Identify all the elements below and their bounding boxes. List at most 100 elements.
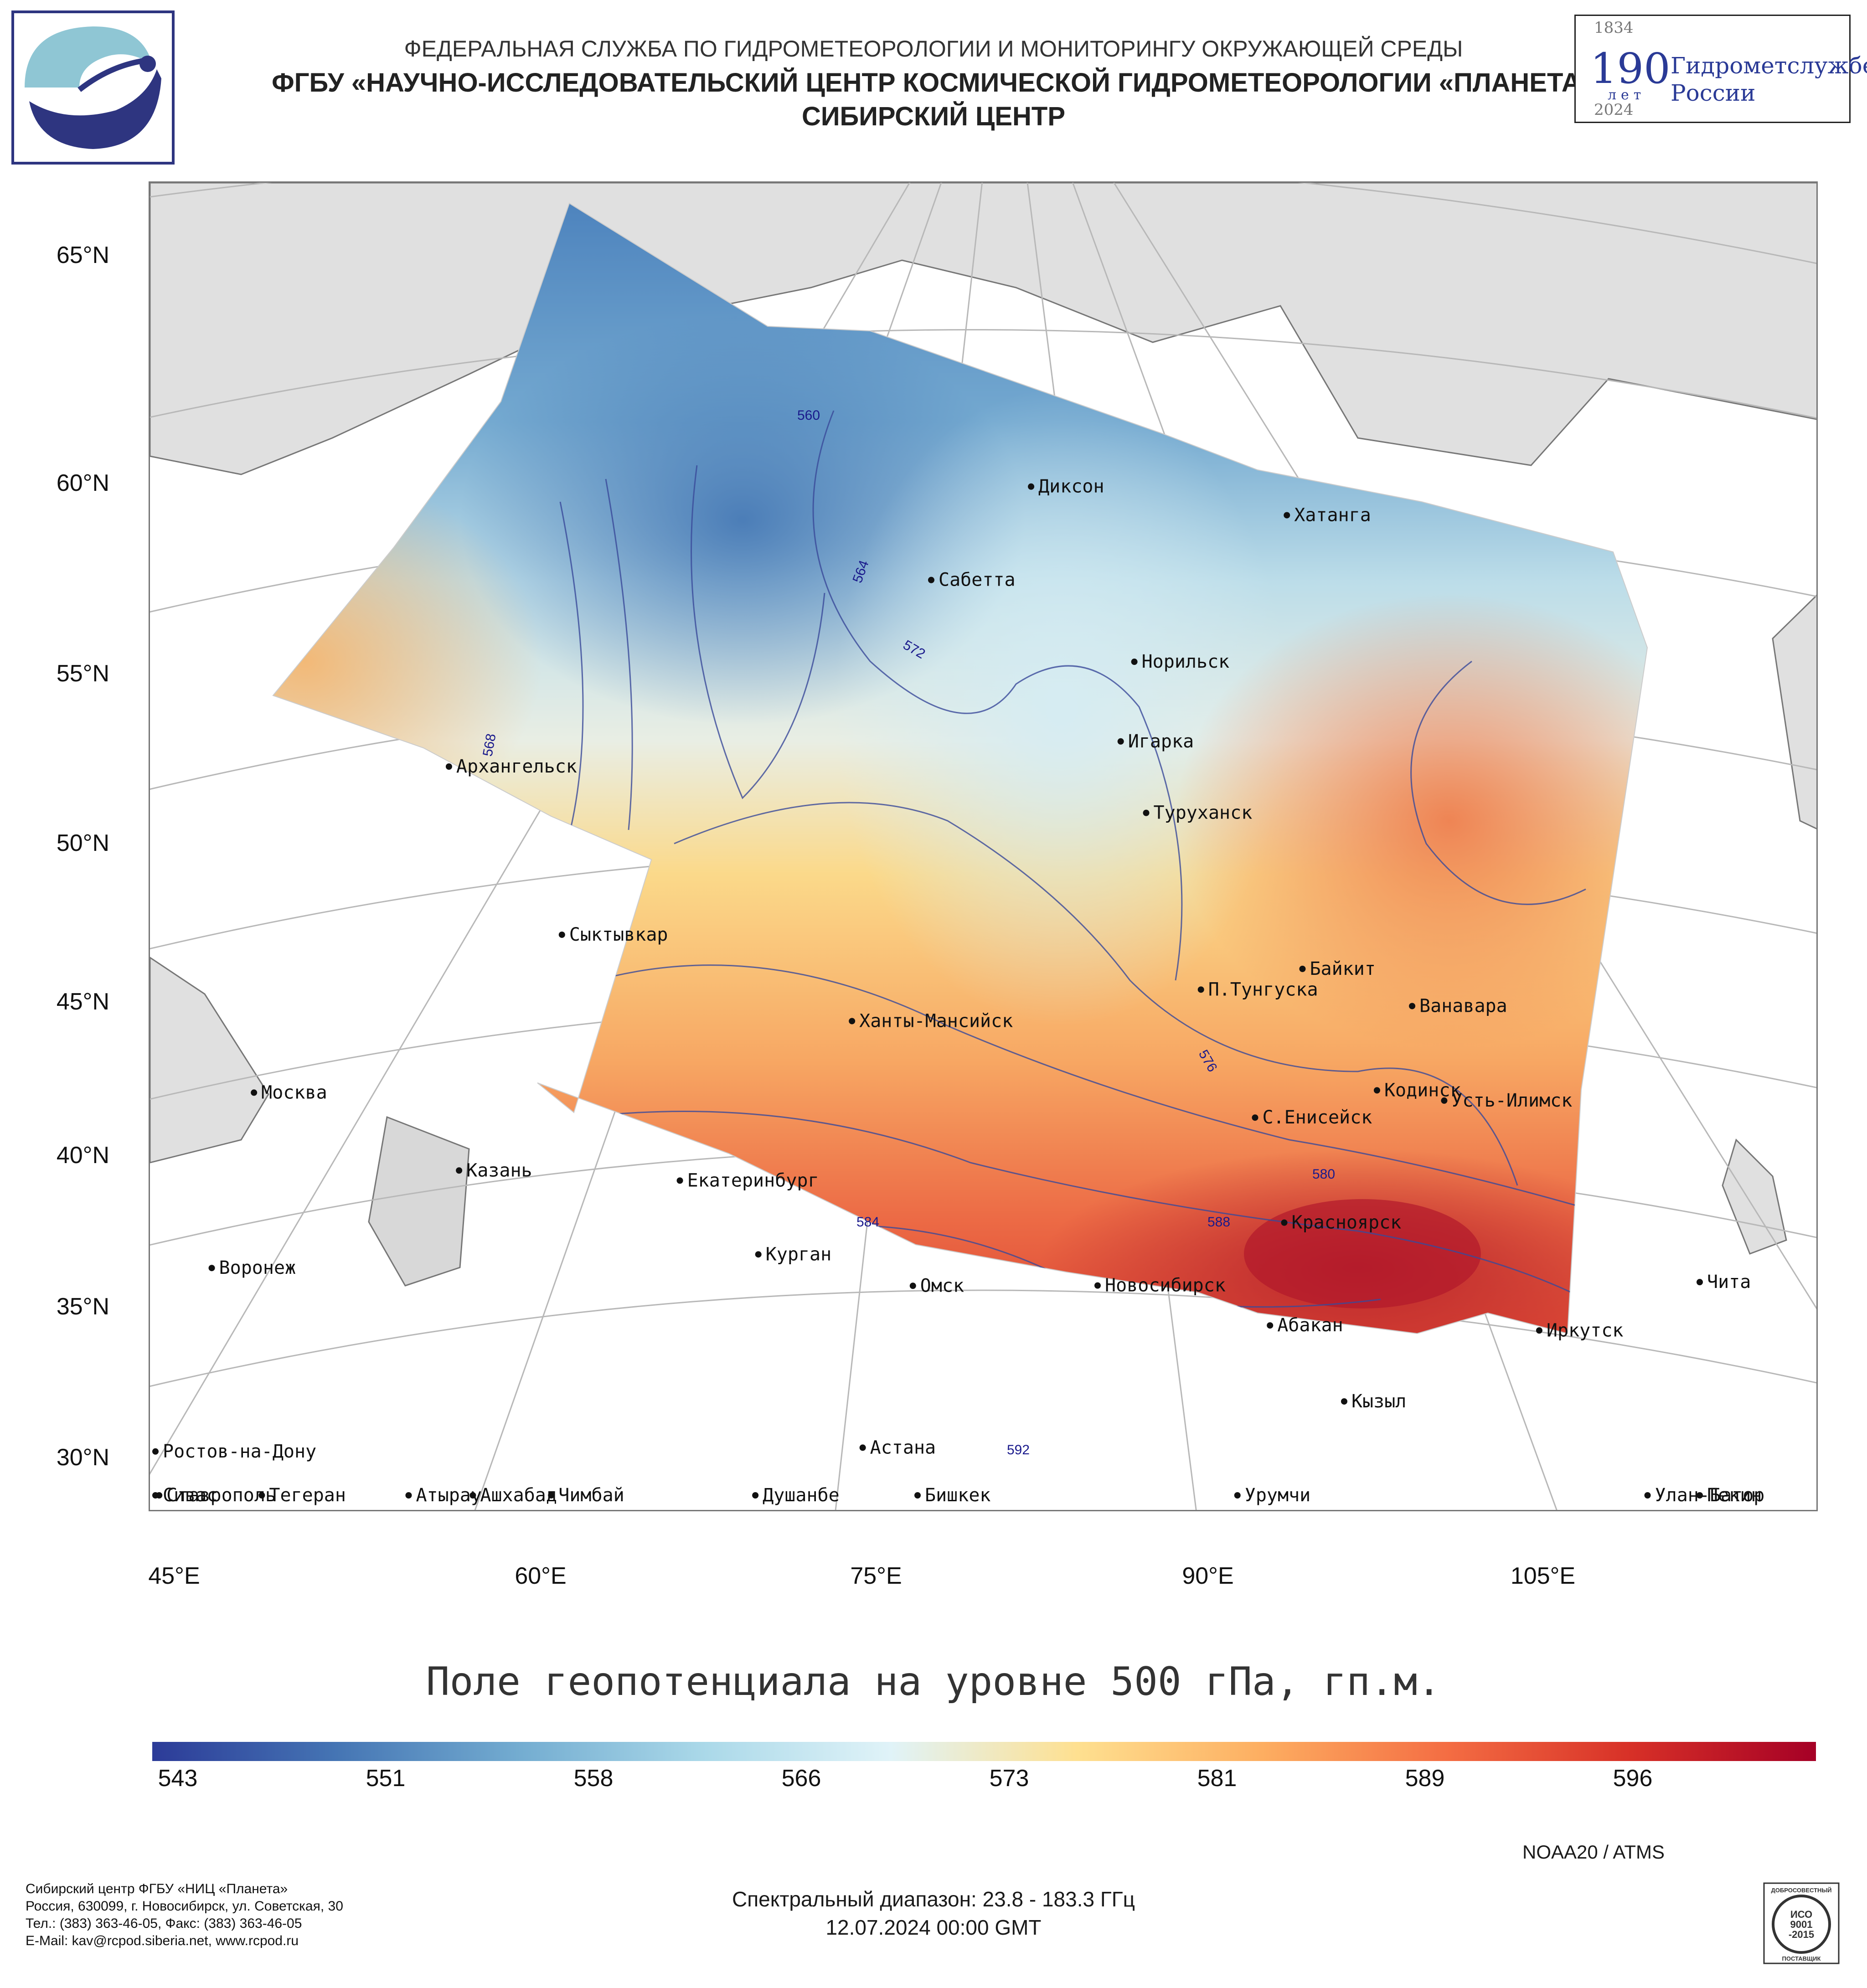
lat-label: 65°N <box>56 242 109 268</box>
city-label: Сабетта <box>939 570 1016 591</box>
city-label: Астана <box>870 1437 936 1458</box>
city-label: Кодинск <box>1384 1080 1461 1101</box>
city-label: Байкит <box>1310 958 1376 979</box>
lat-label: 50°N <box>56 830 109 856</box>
city-label: Иркутск <box>1547 1320 1624 1341</box>
city-label: Чита <box>1707 1272 1751 1293</box>
city-marker <box>208 1265 215 1272</box>
colorbar-label: 551 <box>366 1765 406 1792</box>
map-panel: 560 564 568 572 576 580 584 588 592 Дикс… <box>149 181 1818 1511</box>
city-label: Душанбе <box>763 1485 840 1506</box>
address-line: E-Mail: kav@rcpod.siberia.net, www.rcpod… <box>26 1933 299 1948</box>
city-marker <box>859 1444 866 1451</box>
lon-label: 60°E <box>515 1563 567 1589</box>
colorbar-label: 566 <box>781 1765 821 1792</box>
city-marker <box>914 1492 921 1499</box>
colorbar-label: 558 <box>573 1765 614 1792</box>
lat-label: 35°N <box>56 1293 109 1320</box>
city-marker <box>1094 1282 1101 1289</box>
city-label: Сивас <box>163 1485 217 1506</box>
city-label: Диксон <box>1038 476 1104 497</box>
colorbar-label: 596 <box>1613 1765 1653 1792</box>
city-marker <box>1252 1114 1258 1121</box>
city-marker <box>1117 738 1124 745</box>
city-label: Чимбай <box>558 1485 624 1506</box>
agency-name: ФЕДЕРАЛЬНАЯ СЛУЖБА ПО ГИДРОМЕТЕОРОЛОГИИ … <box>404 36 1463 62</box>
city-label: Москва <box>261 1082 327 1103</box>
city-marker <box>1143 809 1150 816</box>
iso-seal-text-1: ИСО <box>1790 1909 1812 1920</box>
anniversary-name-2: России <box>1671 80 1756 106</box>
city-marker <box>456 1167 463 1174</box>
anniversary-unit: лет <box>1608 87 1646 103</box>
city-marker <box>558 931 565 938</box>
lon-label: 45°E <box>148 1563 200 1589</box>
city-marker <box>548 1492 555 1499</box>
city-marker <box>1234 1492 1241 1499</box>
city-label: Ставрополь <box>166 1485 276 1506</box>
city-label: Туруханск <box>1154 803 1253 824</box>
center-name: ФГБУ «НАУЧНО-ИССЛЕДОВАТЕЛЬСКИЙ ЦЕНТР КОС… <box>272 68 1595 98</box>
city-label: С.Енисейск <box>1262 1107 1372 1128</box>
contour-label: 588 <box>1207 1215 1230 1230</box>
city-label: Казань <box>466 1160 532 1181</box>
city-label: Кызыл <box>1351 1391 1406 1412</box>
city-marker <box>1341 1398 1347 1405</box>
lat-label: 55°N <box>56 660 109 687</box>
city-label: П.Тунгуска <box>1208 979 1318 1000</box>
lat-label: 30°N <box>56 1444 109 1471</box>
colorbar-label: 543 <box>158 1765 198 1792</box>
city-marker <box>1267 1322 1274 1329</box>
city-layer: Диксон Хатанга Сабетта Норильск Архангельск И… <box>152 476 1764 1506</box>
satellite-instrument: NOAA20 / ATMS <box>1522 1841 1665 1863</box>
city-label: Ростов-на-Дону <box>163 1441 316 1462</box>
city-marker <box>1028 483 1035 490</box>
city-marker <box>755 1251 762 1258</box>
city-label: Сыктывкар <box>569 924 668 945</box>
city-label: Усть-Илимск <box>1451 1090 1572 1111</box>
map-svg: 560 564 568 572 576 580 584 588 592 Дикс… <box>150 183 1816 1510</box>
iso-seal-bottom: ПОСТАВЩИК <box>1782 1955 1821 1962</box>
address-line: Сибирский центр ФГБУ «НИЦ «Планета» <box>26 1881 288 1896</box>
city-marker <box>909 1282 916 1289</box>
lat-label: 40°N <box>56 1142 109 1169</box>
city-marker <box>1536 1327 1542 1334</box>
city-label: Абакан <box>1277 1315 1343 1336</box>
city-label: Новосибирск <box>1105 1275 1226 1296</box>
anniversary-start-year: 1834 <box>1594 19 1634 37</box>
city-marker <box>1131 659 1138 665</box>
city-marker <box>849 1018 856 1025</box>
city-marker <box>676 1177 683 1184</box>
city-label: Ханты-Мансийск <box>859 1010 1013 1031</box>
anniversary-number: 190 <box>1590 44 1671 93</box>
city-marker <box>152 1492 159 1499</box>
iso-seal-text-2: 9001 <box>1790 1919 1813 1930</box>
city-marker <box>152 1448 159 1455</box>
colorbar-label: 581 <box>1197 1765 1237 1792</box>
city-label: Улан-Батор <box>1655 1485 1765 1506</box>
subcenter-name: СИБИРСКИЙ ЦЕНТР <box>801 102 1066 131</box>
city-label: Тегеран <box>269 1485 346 1506</box>
anniversary-name-1: Гидрометслужбе <box>1671 52 1867 79</box>
city-marker <box>1697 1279 1703 1286</box>
city-marker <box>1409 1003 1416 1009</box>
city-marker <box>1441 1097 1448 1104</box>
city-label: Игарка <box>1128 731 1194 752</box>
lon-label: 90°E <box>1182 1563 1234 1589</box>
city-marker <box>1373 1087 1380 1094</box>
contour-label: 560 <box>797 408 820 423</box>
city-marker <box>405 1492 412 1499</box>
city-marker <box>258 1492 265 1499</box>
city-label: Хатанга <box>1294 505 1371 525</box>
spectral-range: Спектральный диапазон: 23.8 - 183.3 ГГц <box>732 1887 1135 1911</box>
city-marker <box>469 1492 476 1499</box>
address-line: Тел.: (383) 363-46-05, Факс: (383) 363-4… <box>26 1916 302 1931</box>
map-title: Поле геопотенциала на уровне 500 гПа, гп… <box>426 1659 1441 1705</box>
city-label: Бишкек <box>925 1485 991 1506</box>
city-label: Архангельск <box>456 756 577 777</box>
colorbar <box>152 1742 1816 1761</box>
address-line: Россия, 630099, г. Новосибирск, ул. Сове… <box>26 1899 343 1914</box>
city-marker <box>1697 1492 1703 1499</box>
lat-label: 60°N <box>56 470 109 496</box>
city-label: Курган <box>766 1244 832 1265</box>
